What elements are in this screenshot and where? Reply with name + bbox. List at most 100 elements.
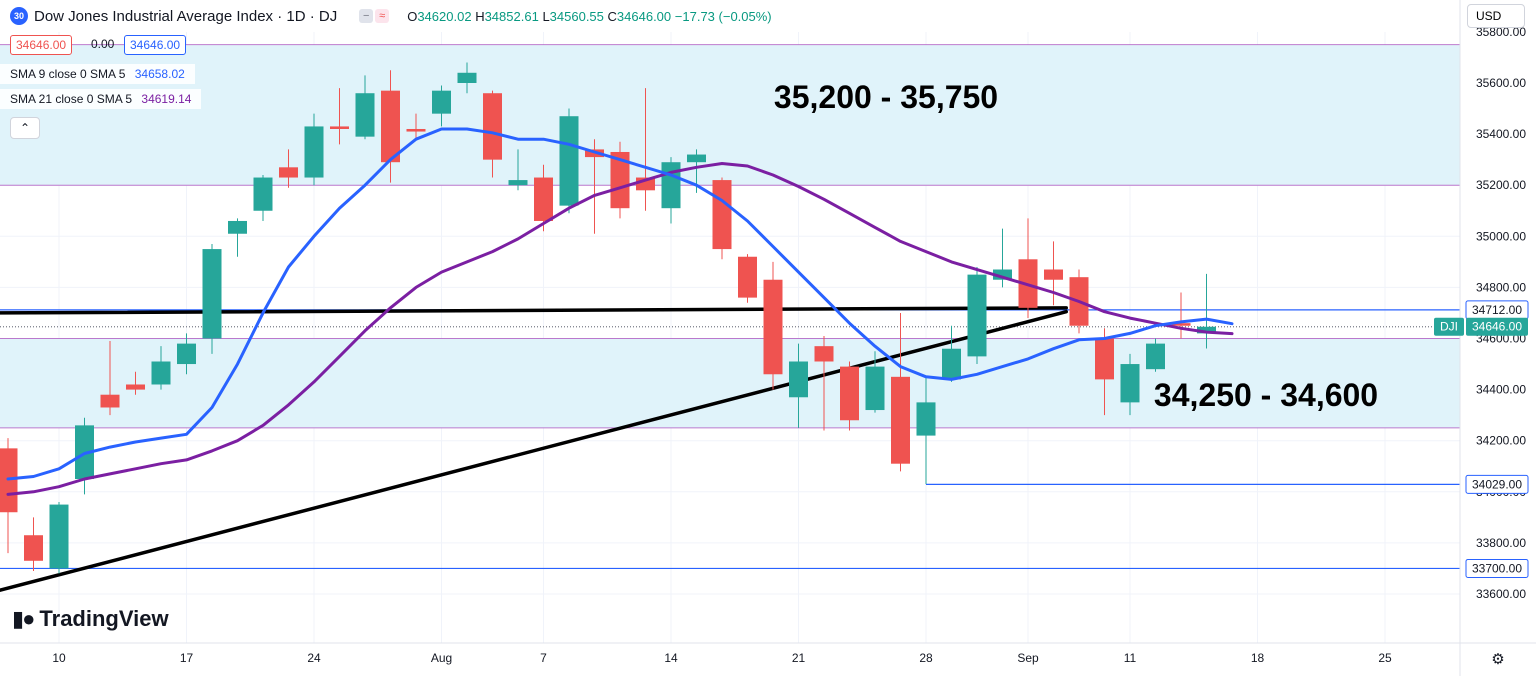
- candle: [1095, 328, 1114, 416]
- candle: [942, 325, 961, 382]
- price-line-tag-label: 34029.00: [1472, 477, 1522, 491]
- candle-body: [814, 346, 834, 362]
- header-icons: − ≈: [359, 9, 390, 23]
- candle: [228, 218, 247, 257]
- legend-sma9-value: 34658.02: [134, 67, 185, 81]
- candle-body: [661, 162, 681, 209]
- sell-price-pill[interactable]: 34646.00: [10, 35, 73, 55]
- currency-selector[interactable]: USD: [1467, 4, 1525, 28]
- time-tick-label: Sep: [1017, 651, 1039, 665]
- time-tick-label: 17: [180, 651, 194, 665]
- price-line-tag: [1465, 558, 1529, 578]
- candle: [304, 113, 324, 186]
- tradingview-logo-text: TradingView: [39, 606, 169, 631]
- candle-body: [49, 504, 69, 569]
- candle-body: [432, 90, 451, 114]
- candle-body: [330, 126, 349, 129]
- candle-body: [126, 384, 145, 390]
- candle: [534, 164, 553, 232]
- price-line-tag-label: 34712.00: [1472, 303, 1522, 317]
- last-price-label: 34646.00: [1472, 320, 1522, 334]
- candle: [330, 88, 349, 145]
- price-line-tag-label: 33700.00: [1472, 561, 1522, 575]
- candle-body: [559, 116, 579, 206]
- wave-icon[interactable]: ≈: [375, 9, 390, 23]
- candle: [840, 361, 859, 431]
- candle: [712, 177, 732, 260]
- price-tick-label: 33600.00: [1476, 587, 1526, 601]
- candle: [1171, 292, 1191, 339]
- candle: [967, 266, 987, 365]
- candle-body: [304, 126, 324, 178]
- price-line-tag: [1465, 474, 1529, 494]
- candle: [559, 108, 579, 214]
- legend-sma21-value: 34619.14: [141, 92, 192, 106]
- candle-body: [1171, 323, 1191, 326]
- trendline: [0, 306, 1068, 315]
- time-tick-label: 24: [307, 651, 321, 665]
- zone-label: 34,250 - 34,600: [1154, 377, 1378, 413]
- candle-body: [1197, 326, 1216, 334]
- legend-sma9[interactable]: SMA 9 close 0 SMA 5 34658.02: [0, 64, 195, 84]
- plot-area: 35,200 - 35,750 34,250 - 34,600: [0, 32, 1460, 643]
- legend-sma21[interactable]: SMA 21 close 0 SMA 5 34619.14: [0, 89, 202, 109]
- candle-body: [916, 402, 936, 436]
- candle: [279, 149, 298, 188]
- candle-body: [24, 535, 43, 561]
- symbol-title[interactable]: Dow Jones Industrial Average Index · 1D …: [34, 7, 338, 25]
- candle-body: [355, 93, 375, 137]
- currency-label: USD: [1476, 9, 1502, 23]
- price-tick-label: 35400.00: [1476, 127, 1526, 141]
- candle: [763, 261, 783, 390]
- candle: [355, 75, 375, 140]
- candle: [661, 157, 681, 224]
- symbol-badge[interactable]: 30: [10, 7, 28, 25]
- spread-value: 0.00: [91, 37, 115, 51]
- candle: [24, 517, 43, 572]
- minus-icon[interactable]: −: [359, 9, 374, 23]
- candle-body: [1095, 338, 1114, 380]
- candle-body: [483, 93, 502, 160]
- price-tick-label: 33800.00: [1476, 536, 1526, 550]
- candle-body: [177, 343, 196, 365]
- candle: [891, 312, 910, 472]
- last-price-symbol-label: DJI: [1440, 320, 1458, 334]
- candle: [100, 341, 120, 416]
- legend-sma9-label: SMA 9 close 0 SMA 5: [10, 67, 126, 81]
- candle-body: [789, 361, 808, 398]
- sma21-line: [6, 162, 1234, 496]
- candle-body: [610, 151, 630, 209]
- candle-body: [253, 177, 273, 211]
- candle-body: [228, 220, 247, 234]
- time-tick-label: 14: [664, 651, 678, 665]
- chart-header: 30 Dow Jones Industrial Average Index · …: [0, 0, 1460, 32]
- candle: [1146, 338, 1165, 372]
- candle: [1018, 218, 1038, 319]
- collapse-legend-button[interactable]: ⌃: [10, 117, 40, 139]
- candle-body: [1146, 343, 1165, 370]
- candle: [865, 351, 885, 413]
- candle: [406, 113, 426, 140]
- time-tick-label: Aug: [431, 651, 452, 665]
- time-tick-label: 28: [919, 651, 933, 665]
- sma9-line: [6, 127, 1234, 481]
- zone-label: 35,200 - 35,750: [774, 79, 998, 115]
- candle-body: [100, 394, 120, 408]
- candle-body: [1044, 269, 1063, 280]
- price-tick-label: 34200.00: [1476, 434, 1526, 448]
- candle: [1044, 241, 1063, 306]
- candle: [202, 243, 222, 354]
- price-tick-label: 35200.00: [1476, 178, 1526, 192]
- price-tick-label: 34400.00: [1476, 383, 1526, 397]
- candle-body: [763, 279, 783, 375]
- candle-body: [687, 154, 706, 163]
- tradingview-logo[interactable]: ▮● TradingView: [12, 606, 169, 632]
- time-tick-label: 7: [540, 651, 547, 665]
- candle: [253, 174, 273, 221]
- candle-body: [712, 180, 732, 250]
- price-tick-label: 35600.00: [1476, 76, 1526, 90]
- chevron-up-icon: ⌃: [19, 121, 31, 135]
- buy-price-pill[interactable]: 34646.00: [124, 35, 187, 55]
- gear-icon[interactable]: ⚙: [1491, 651, 1505, 668]
